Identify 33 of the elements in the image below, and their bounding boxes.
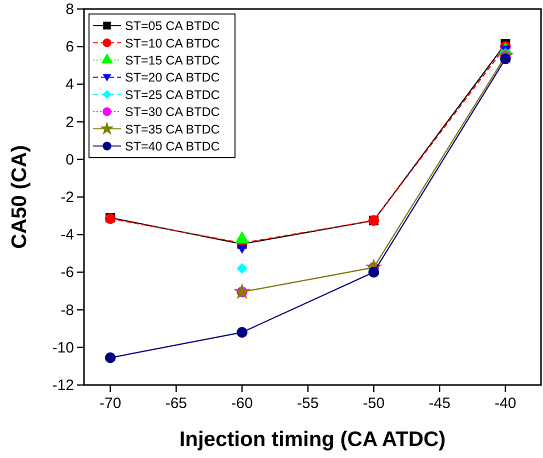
x-tick-label: -60 <box>231 395 253 412</box>
point <box>234 282 251 300</box>
point <box>236 327 248 338</box>
y-tick-label: -8 <box>60 302 74 319</box>
legend-label: ST=05 CA BTDC <box>125 19 220 34</box>
y-tick-label: 2 <box>66 114 74 131</box>
y-axis-title: CA50 (CA) <box>8 145 31 249</box>
y-tick-label: -12 <box>52 377 74 394</box>
x-tick-label: -70 <box>99 395 122 412</box>
y-tick-label: 6 <box>66 38 74 56</box>
x-tick-label: -45 <box>428 395 450 412</box>
y-tick-label: -4 <box>60 226 74 244</box>
legend-label: ST=10 CA BTDC <box>125 36 220 50</box>
point <box>104 352 116 364</box>
legend-label: ST=35 CA BTDC <box>125 122 220 136</box>
x-tick-label: -50 <box>362 395 385 412</box>
x-axis-title: Injection timing (CA ATDC) <box>179 428 446 451</box>
y-tick-label: 8 <box>66 1 74 18</box>
legend-label: ST=30 CA BTDC <box>125 105 220 120</box>
legend-label: ST=40 CA BTDC <box>125 140 220 154</box>
y-tick-label: -2 <box>60 189 74 206</box>
legend-label: ST=20 CA BTDC <box>125 70 220 85</box>
y-tick-label: 0 <box>66 151 74 168</box>
y-tick-label: 4 <box>66 76 74 94</box>
x-tick-label: -65 <box>165 395 188 412</box>
y-tick-label: -10 <box>52 339 74 356</box>
x-tick-label: -55 <box>297 395 319 412</box>
legend-label: ST=25 CA BTDC <box>125 88 220 102</box>
point <box>236 262 248 274</box>
legend-label: ST=15 CA BTDC <box>125 54 220 68</box>
y-tick-label: -6 <box>60 264 74 282</box>
x-tick-label: -40 <box>494 395 516 412</box>
point <box>236 244 248 254</box>
